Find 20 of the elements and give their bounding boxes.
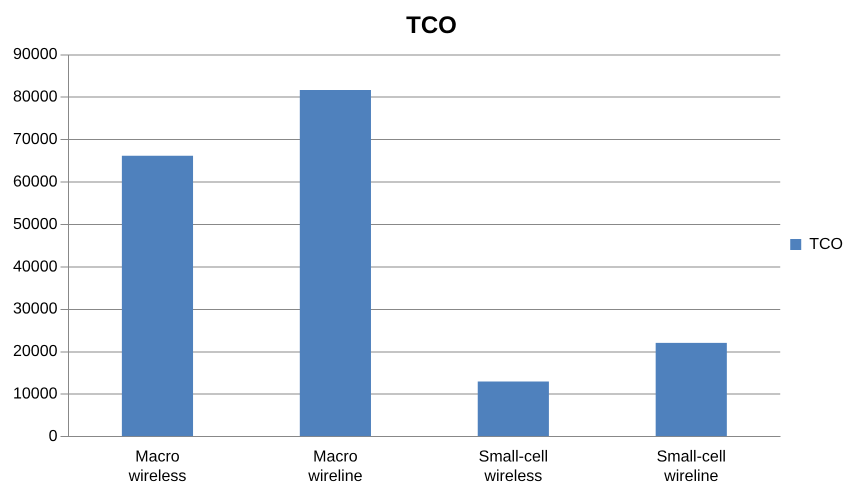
bar [478,381,549,436]
bar [300,90,371,436]
bar [122,156,194,436]
x-tick-label: Small-cell wireless [478,448,548,485]
y-tick-label: 80000 [12,88,58,106]
x-tick-label: Macro wireless [128,448,186,485]
x-tick-label: Small-cell wireline [656,448,726,485]
y-tick-label: 70000 [12,131,58,148]
x-tick-label: Macro wireline [307,448,363,485]
y-tick-label: 90000 [12,46,58,64]
y-tick-label: 40000 [12,258,58,276]
y-tick-label: 0 [48,428,58,446]
y-tick-label: 10000 [12,386,58,403]
chart-title: TCO [406,12,457,40]
y-tick-label: 60000 [12,173,58,190]
y-tick-label: 20000 [12,343,58,360]
bar [656,342,727,436]
y-tick-label: 50000 [12,216,58,233]
legend-label: TCO [809,236,844,253]
y-tick-label: 30000 [12,300,58,318]
